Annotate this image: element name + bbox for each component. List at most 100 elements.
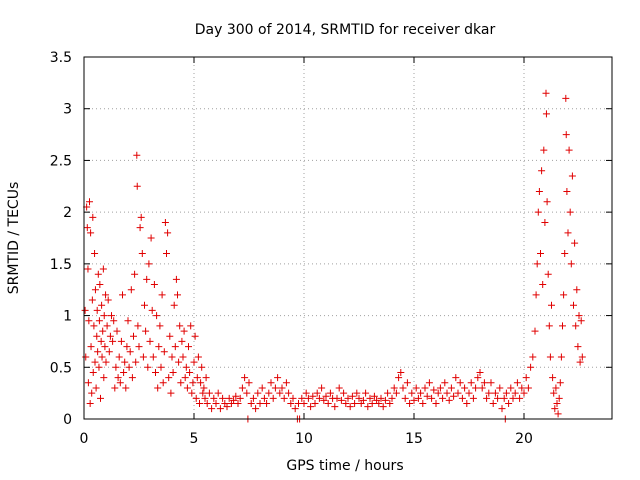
- y-tick-label: 3: [63, 102, 72, 118]
- data-point: [311, 399, 319, 407]
- data-point: [359, 396, 367, 404]
- data-point: [414, 394, 422, 402]
- data-point: [143, 275, 151, 283]
- data-point: [141, 301, 148, 309]
- data-point: [178, 337, 186, 345]
- data-point: [568, 172, 576, 180]
- data-point: [353, 389, 361, 397]
- data-point: [326, 389, 334, 397]
- data-point: [544, 270, 552, 278]
- data-point: [188, 389, 196, 397]
- data-point: [549, 374, 557, 382]
- data-point: [408, 389, 416, 397]
- data-point: [238, 384, 246, 392]
- y-tick-label: 0: [63, 412, 72, 428]
- data-point: [95, 317, 103, 325]
- data-point: [298, 394, 306, 402]
- data-point: [201, 394, 209, 402]
- data-point: [144, 363, 152, 371]
- data-point: [119, 291, 126, 299]
- data-point: [123, 343, 131, 351]
- data-point: [186, 368, 194, 376]
- data-point: [428, 394, 436, 402]
- data-point: [397, 368, 405, 376]
- data-point: [117, 337, 125, 345]
- grid-lines: [84, 57, 612, 419]
- x-tick-label: 5: [190, 431, 199, 447]
- data-point: [108, 312, 115, 320]
- data-point: [461, 384, 469, 392]
- data-point: [165, 374, 173, 382]
- data-point: [494, 394, 502, 402]
- data-point: [571, 239, 579, 247]
- data-point: [300, 399, 308, 407]
- data-point: [86, 399, 94, 407]
- data-point: [174, 291, 181, 299]
- data-point: [161, 218, 169, 226]
- data-point: [93, 306, 101, 314]
- data-point: [355, 394, 363, 402]
- data-point: [543, 198, 551, 206]
- data-point: [505, 399, 513, 407]
- data-point: [447, 384, 455, 392]
- data-point: [436, 384, 444, 392]
- data-point: [478, 384, 486, 392]
- data-point: [557, 353, 565, 361]
- data-point: [304, 394, 312, 402]
- data-point: [95, 363, 103, 371]
- data-point: [152, 368, 159, 376]
- data-point: [172, 275, 180, 283]
- data-point: [193, 374, 201, 382]
- data-point: [364, 403, 372, 411]
- data-point: [154, 384, 162, 392]
- data-point: [489, 399, 497, 407]
- data-point: [562, 131, 570, 139]
- data-point: [432, 399, 440, 407]
- data-point: [287, 399, 295, 407]
- data-point: [258, 384, 266, 392]
- data-point: [370, 392, 378, 400]
- data-point: [419, 399, 427, 407]
- data-point: [524, 384, 532, 392]
- data-point: [487, 379, 495, 387]
- data-point: [403, 379, 411, 387]
- data-point: [87, 343, 95, 351]
- data-point: [412, 384, 420, 392]
- data-point: [121, 358, 129, 366]
- data-point: [87, 229, 95, 237]
- data-point: [480, 379, 488, 387]
- data-point: [392, 389, 400, 397]
- data-point: [443, 389, 451, 397]
- data-point: [566, 208, 574, 216]
- data-point: [534, 208, 542, 216]
- data-point: [564, 229, 572, 237]
- data-point: [208, 405, 216, 413]
- data-point: [210, 394, 218, 402]
- data-point: [111, 384, 119, 392]
- data-point: [157, 363, 165, 371]
- data-point: [153, 312, 161, 320]
- data-point: [309, 392, 317, 400]
- data-point: [430, 386, 438, 394]
- data-point: [342, 399, 350, 407]
- data-point: [351, 399, 359, 407]
- data-point: [282, 379, 290, 387]
- data-point: [567, 260, 575, 268]
- data-point: [100, 312, 108, 320]
- data-point: [245, 379, 253, 387]
- data-point: [434, 389, 442, 397]
- data-point: [230, 396, 238, 404]
- data-point: [531, 327, 539, 335]
- data-point: [132, 358, 140, 366]
- data-point: [88, 389, 96, 397]
- data-point: [513, 379, 521, 387]
- data-point: [368, 399, 376, 407]
- data-point: [555, 394, 563, 402]
- data-point: [110, 317, 118, 325]
- data-point: [263, 399, 271, 407]
- data-point: [527, 363, 535, 371]
- data-point: [97, 394, 104, 402]
- data-point: [181, 374, 189, 382]
- data-point: [533, 260, 541, 268]
